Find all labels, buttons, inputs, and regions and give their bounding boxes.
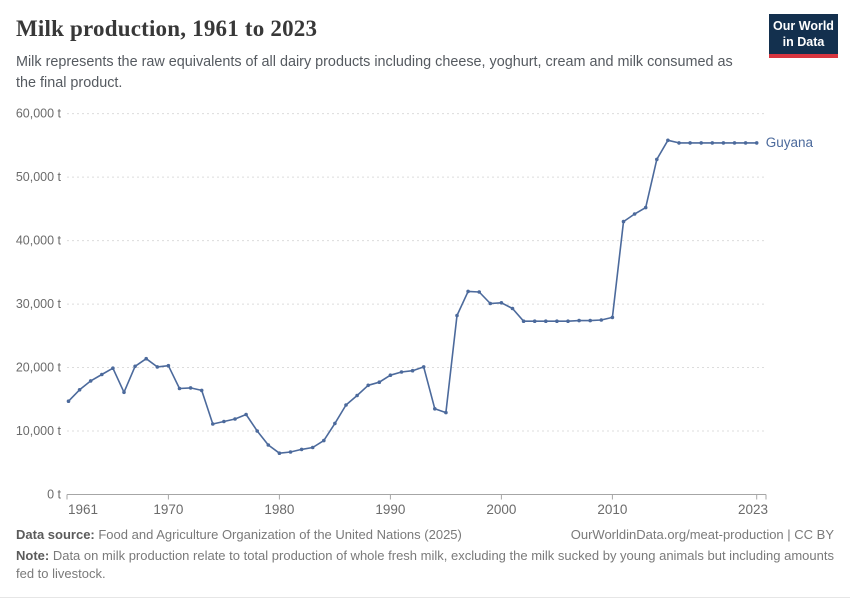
data-point[interactable] — [310, 445, 315, 450]
data-point[interactable] — [532, 319, 537, 323]
x-axis-tick-label: 1980 — [264, 502, 294, 517]
data-point[interactable] — [710, 141, 715, 145]
data-point[interactable] — [144, 356, 148, 361]
y-axis-tick-label: 30,000 t — [16, 297, 62, 311]
data-point[interactable] — [388, 373, 393, 378]
data-point[interactable] — [155, 365, 160, 369]
data-point[interactable] — [444, 410, 448, 415]
line-chart[interactable]: 0 t 10,000 t 20,000 t 30,000 t 40,000 t 50,00… — [0, 100, 850, 520]
data-source-text: Food and Agriculture Organization of the… — [94, 527, 462, 542]
data-point[interactable] — [133, 364, 137, 369]
data-point[interactable] — [277, 451, 282, 456]
x-axis-tick-label: 1961 — [68, 502, 98, 517]
data-source-label: Data source: — [16, 527, 95, 542]
note-text: Data on milk production relate to total … — [16, 548, 834, 582]
data-point[interactable] — [166, 363, 171, 368]
data-point[interactable] — [477, 290, 482, 294]
data-point[interactable] — [721, 141, 726, 145]
data-point[interactable] — [333, 421, 337, 426]
x-axis-tick-label: 2023 — [738, 502, 768, 517]
data-point[interactable] — [88, 379, 93, 383]
data-point[interactable] — [488, 301, 493, 306]
x-axis-tick-label: 1990 — [375, 502, 405, 517]
data-point[interactable] — [299, 447, 304, 452]
data-point[interactable] — [743, 141, 748, 145]
data-point[interactable] — [222, 419, 226, 424]
y-axis-tick-label: 20,000 t — [16, 361, 62, 375]
data-point[interactable] — [621, 219, 626, 224]
data-point[interactable] — [499, 301, 504, 305]
chart-subtitle: Milk represents the raw equivalents of a… — [16, 54, 733, 91]
page-title: Milk production, 1961 to 2023 — [16, 16, 318, 41]
data-point[interactable] — [366, 383, 371, 388]
data-point[interactable] — [544, 319, 548, 323]
x-axis-tick-label: 2000 — [486, 502, 516, 517]
data-point[interactable] — [510, 306, 515, 311]
data-point[interactable] — [188, 386, 193, 390]
data-point[interactable] — [288, 450, 293, 454]
data-point[interactable] — [344, 403, 348, 407]
data-point[interactable] — [255, 429, 259, 433]
x-axis-tick-label: 1970 — [153, 502, 183, 517]
data-point[interactable] — [655, 157, 659, 162]
citation-link[interactable]: OurWorldinData.org/meat-production | CC … — [570, 527, 834, 542]
data-point[interactable] — [244, 412, 248, 417]
data-point[interactable] — [599, 318, 604, 322]
data-point[interactable] — [66, 399, 71, 404]
data-point[interactable] — [410, 368, 415, 373]
data-point[interactable] — [199, 388, 204, 393]
data-point[interactable] — [211, 422, 215, 426]
chart-area[interactable]: 0 t 10,000 t 20,000 t 30,000 t 40,000 t 50,00… — [0, 100, 850, 520]
owid-logo-line1: Our World — [773, 19, 834, 33]
bottom-divider — [0, 597, 850, 598]
data-point[interactable] — [466, 289, 470, 294]
data-point[interactable] — [699, 141, 703, 145]
data-point[interactable] — [677, 141, 681, 145]
data-point[interactable] — [588, 318, 592, 323]
data-point[interactable] — [177, 386, 182, 391]
data-point[interactable] — [566, 319, 570, 323]
owid-logo-line2: in Data — [782, 34, 825, 49]
data-point[interactable] — [322, 438, 326, 443]
footer: Data source: Food and Agriculture Organi… — [0, 526, 850, 584]
data-point[interactable] — [421, 365, 426, 369]
data-point[interactable] — [433, 407, 437, 411]
data-point[interactable] — [632, 212, 637, 216]
data-point[interactable] — [754, 141, 759, 145]
data-point[interactable] — [643, 205, 648, 210]
chart-header: Milk production, 1961 to 2023 Milk repre… — [0, 0, 850, 94]
data-point[interactable] — [233, 417, 237, 421]
data-point[interactable] — [77, 388, 82, 392]
y-axis-tick-label: 40,000 t — [16, 234, 62, 248]
data-point[interactable] — [521, 319, 526, 323]
y-axis-tick-label: 50,000 t — [16, 170, 62, 184]
data-source-line: Data source: Food and Agriculture Organi… — [16, 526, 462, 544]
data-point[interactable] — [100, 372, 104, 377]
data-point[interactable] — [111, 366, 115, 371]
y-axis-tick-label: 0 t — [47, 488, 61, 502]
note-line: Note: Data on milk production relate to … — [16, 547, 834, 583]
data-point[interactable] — [455, 313, 459, 318]
owid-logo[interactable]: Our World in Data — [769, 14, 838, 59]
data-point[interactable] — [610, 315, 615, 320]
data-point[interactable] — [355, 393, 359, 398]
data-point[interactable] — [399, 370, 404, 374]
data-point[interactable] — [577, 318, 581, 323]
series-label-guyana[interactable]: Guyana — [766, 135, 814, 150]
data-point[interactable] — [688, 141, 692, 145]
series-line-guyana[interactable] — [67, 139, 758, 455]
y-axis-tick-label: 60,000 t — [16, 107, 62, 121]
x-axis-tick-label: 2010 — [597, 502, 627, 517]
data-point[interactable] — [732, 141, 737, 145]
data-point[interactable] — [377, 380, 382, 385]
y-axis-tick-label: 10,000 t — [16, 424, 62, 438]
data-point[interactable] — [555, 319, 559, 323]
note-label: Note: — [16, 548, 50, 564]
data-point[interactable] — [122, 390, 126, 395]
data-point[interactable] — [666, 138, 670, 143]
data-point[interactable] — [266, 443, 271, 447]
